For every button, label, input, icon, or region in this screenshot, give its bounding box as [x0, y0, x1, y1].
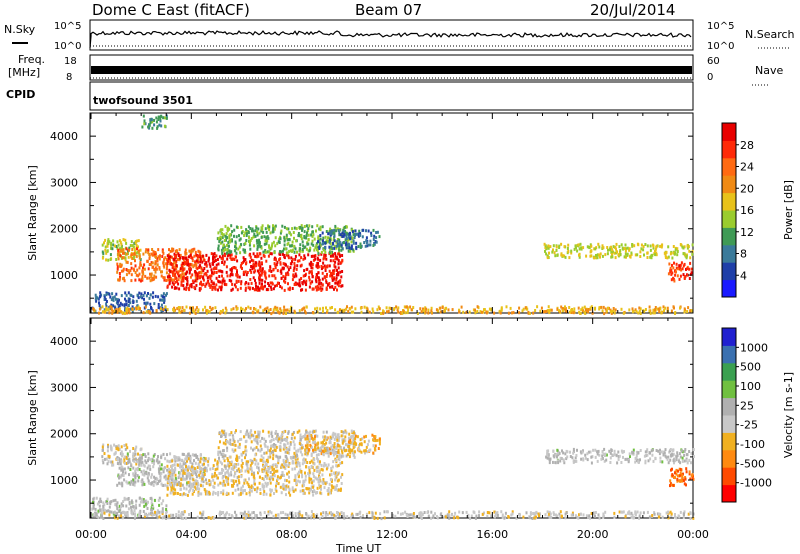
nave-label: Nave [755, 64, 783, 77]
freq-trace [91, 66, 692, 74]
colorbar-segment [722, 210, 736, 228]
x-tick-label: 00:00 [677, 528, 709, 541]
yaxis-title: Slant Range [km] [26, 165, 39, 261]
nave-tick-bottom: 0 [707, 72, 713, 83]
x-tick-label: 08:00 [276, 528, 308, 541]
colorbar-tick-label: -1000 [740, 477, 772, 490]
velocity-colorbar: -1000 -500 -100 -25 25 100 500 1000 Velocity [m … [721, 327, 795, 503]
x-tick-label: 12:00 [376, 528, 408, 541]
colorbar-segment [722, 467, 736, 486]
data-region-7 [669, 467, 695, 488]
date-title: 20/Jul/2014 [590, 1, 675, 19]
power-colorbar: 4 8 12 16 20 24 28 Power [dB] [721, 122, 795, 298]
data-region-4 [317, 228, 381, 251]
x-tick-label: 04:00 [175, 528, 207, 541]
data-region-7 [667, 261, 693, 283]
colorbar-tick-label: 100 [740, 380, 761, 393]
data-region-6 [543, 242, 694, 260]
y-tick-label: 4000 [50, 130, 78, 143]
freq-tick-bottom: 8 [66, 72, 72, 83]
colorbar-segment [722, 415, 736, 433]
xaxis-title: Time UT [335, 542, 381, 554]
nsearch-tick-top: 10^5 [707, 21, 734, 32]
data-region-6 [545, 447, 695, 465]
colorbar-segment [722, 140, 736, 159]
colorbar-tick-label: 4 [740, 269, 747, 282]
x-tick-label: 00:00 [75, 528, 107, 541]
nsky-trace [89, 30, 692, 49]
colorbar-title: Velocity [m s-1] [782, 372, 795, 458]
colorbar-segment [722, 192, 736, 211]
beam-title: Beam 07 [355, 1, 422, 19]
colorbar-segment [722, 397, 736, 416]
y-tick-label: 2000 [50, 223, 78, 236]
data-region-9 [141, 114, 168, 130]
colorbar-tick-label: 20 [740, 182, 754, 195]
colorbar-tick-label: 25 [740, 399, 754, 412]
station-title: Dome C East (fitACF) [92, 1, 250, 19]
power-panel: 1000 2000 3000 4000 Slant Range [km] [26, 112, 694, 316]
cpid-strip [89, 81, 694, 111]
x-tick-label: 20:00 [577, 528, 609, 541]
nsearch-label: N.Search [745, 28, 795, 41]
colorbar-tick-label: -500 [740, 457, 765, 470]
data-cells [91, 114, 694, 316]
colorbar-segment [722, 484, 736, 503]
cpid-label: CPID [6, 88, 35, 101]
colorbar-segment [722, 175, 736, 194]
nsky-tick-top: 10^5 [54, 21, 81, 32]
colorbar-tick-label: 8 [740, 248, 747, 261]
data-region-8 [92, 305, 694, 316]
y-tick-label: 1000 [50, 474, 78, 487]
yaxis-title: Slant Range [km] [26, 370, 39, 466]
freq-tick-top: 18 [64, 56, 77, 67]
nsky-tick-bottom: 10^0 [54, 41, 81, 52]
colorbar-tick-label: 1000 [740, 341, 768, 354]
colorbar-tick-label: 12 [740, 226, 754, 239]
freq-label: Freq. [18, 53, 45, 66]
colorbar-segment [722, 227, 736, 246]
data-region-2 [166, 251, 344, 292]
nsearch-tick-bottom: 10^0 [707, 41, 734, 52]
colorbar-segment [722, 449, 736, 468]
colorbar-segment [722, 279, 736, 298]
data-region-8 [93, 510, 695, 521]
x-tick-label: 16:00 [476, 528, 508, 541]
colorbar-segment [722, 345, 736, 364]
velocity-panel: 1000 2000 3000 4000 Slant Range [km] [26, 317, 695, 521]
colorbar-tick-label: 500 [740, 361, 761, 374]
colorbar-segment [722, 244, 736, 263]
colorbar-segment [722, 432, 736, 451]
colorbar-tick-label: 16 [740, 204, 754, 217]
y-tick-label: 2000 [50, 428, 78, 441]
y-tick-label: 3000 [50, 176, 78, 189]
colorbar-tick-label: 28 [740, 139, 754, 152]
colorbar-tick-label: -25 [740, 419, 758, 432]
data-region-4 [304, 433, 381, 456]
y-tick-label: 4000 [50, 335, 78, 348]
y-tick-label: 3000 [50, 381, 78, 394]
colorbar-tick-label: 24 [740, 161, 754, 174]
y-tick-label: 1000 [50, 269, 78, 282]
data-region-2 [166, 456, 344, 497]
nsky-strip [89, 19, 694, 51]
freq-strip [89, 54, 694, 81]
cpid-value: twofsound 3501 [93, 94, 193, 107]
colorbar-segment [722, 328, 736, 346]
colorbar-segment [722, 380, 736, 399]
colorbar-segment [722, 262, 736, 281]
freq-unit-label: [MHz] [8, 66, 40, 79]
colorbar-tick-label: -100 [740, 438, 765, 451]
nave-tick-top: 60 [707, 56, 720, 67]
panel-frame [89, 112, 694, 314]
colorbar-title: Power [dB] [782, 180, 795, 240]
colorbar-segment [722, 123, 736, 141]
data-cells [91, 429, 695, 521]
colorbar-segment [722, 157, 736, 176]
colorbar-segment [722, 362, 736, 381]
time-axis: 00:00 04:00 08:00 12:00 16:00 20:00 00:00 [75, 528, 709, 541]
nsky-label: N.Sky [4, 23, 36, 36]
